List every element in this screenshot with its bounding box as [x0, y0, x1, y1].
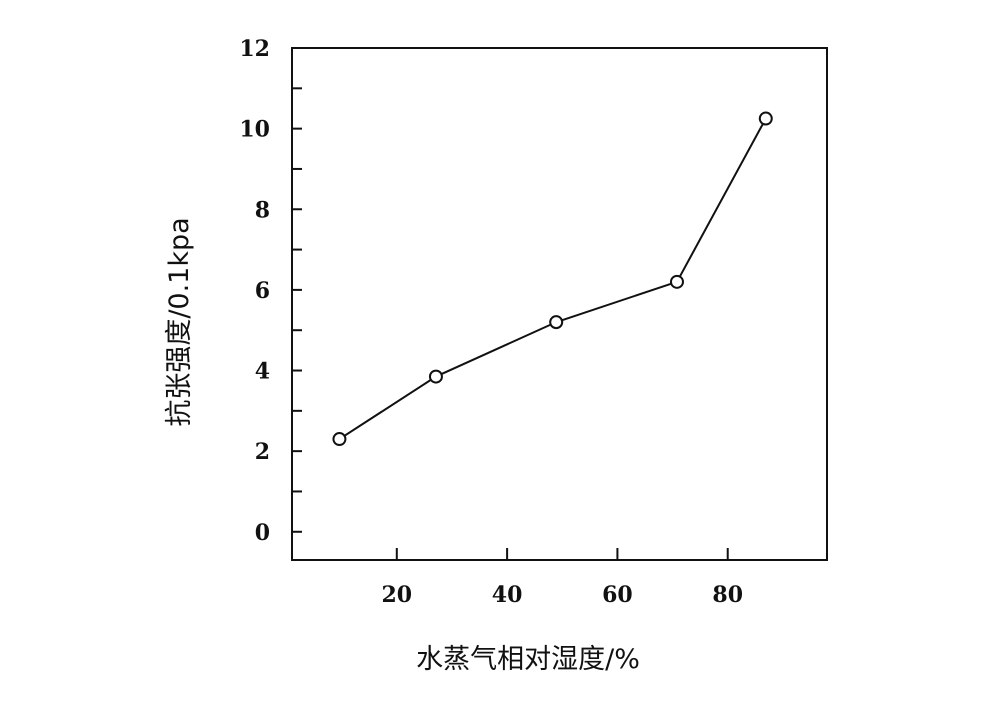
y-tick-label: 8 — [255, 197, 270, 223]
y-tick-label: 10 — [239, 117, 270, 143]
y-tick-label: 12 — [239, 36, 270, 62]
x-tick-label: 60 — [602, 582, 633, 608]
x-tick-label: 80 — [712, 582, 743, 608]
data-point — [428, 369, 443, 384]
x-axis-label: 水蒸气相对湿度/% — [416, 644, 640, 675]
y-tick-label: 0 — [255, 520, 270, 546]
y-tick-label: 4 — [255, 359, 270, 385]
series-line — [338, 118, 767, 440]
x-tick-label: 40 — [492, 582, 523, 608]
data-point — [332, 432, 347, 447]
series-layer — [332, 111, 773, 447]
axis-ticks — [292, 47, 729, 560]
y-axis-label: 抗张强度/0.1kpa — [164, 217, 195, 426]
plot-area-group — [291, 47, 828, 561]
axis-tick-labels: 0 2 4 6 8 10 12 20 40 60 80 — [239, 36, 743, 608]
data-point — [669, 274, 684, 289]
y-tick-label: 2 — [255, 439, 270, 465]
y-tick-label: 6 — [255, 278, 270, 304]
data-point — [549, 315, 564, 330]
data-point — [758, 111, 773, 126]
x-tick-label: 20 — [381, 582, 412, 608]
plot-frame — [291, 47, 828, 561]
